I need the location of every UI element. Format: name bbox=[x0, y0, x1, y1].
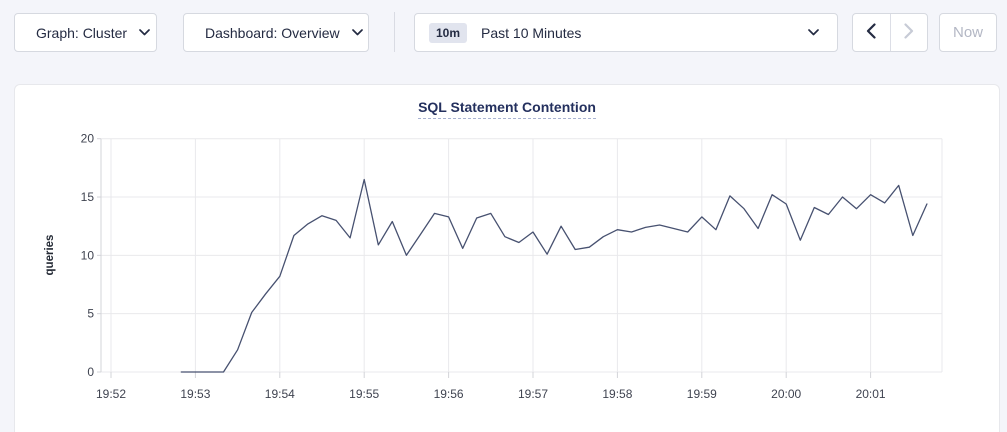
chevron-right-icon bbox=[904, 23, 914, 42]
y-tick-label: 0 bbox=[87, 365, 94, 379]
chevron-down-icon bbox=[351, 29, 363, 36]
y-tick-label: 5 bbox=[87, 307, 94, 321]
chart-panel: 0 5 10 15 20 19:52 19:53 19:54 19:55 19:56 19:57 19… bbox=[14, 84, 1000, 432]
x-tick-label: 19:53 bbox=[180, 387, 210, 401]
x-tick-label: 19:56 bbox=[434, 387, 464, 401]
prev-time-button[interactable] bbox=[853, 14, 890, 51]
data-line-series bbox=[180, 178, 928, 373]
chevron-down-icon bbox=[808, 29, 819, 36]
chart-svg: 0 5 10 15 20 19:52 19:53 19:54 19:55 19:56 19:57 19… bbox=[44, 132, 943, 401]
time-range-dropdown[interactable]: 10m Past 10 Minutes bbox=[414, 13, 838, 52]
dashboard-dropdown[interactable]: Dashboard: Overview bbox=[183, 13, 369, 52]
x-tick-label: 19:52 bbox=[96, 387, 126, 401]
chart-title[interactable]: SQL Statement Contention bbox=[418, 99, 596, 119]
y-axis-title: queries bbox=[44, 235, 56, 276]
x-tick-label: 19:54 bbox=[265, 387, 295, 401]
y-tick-label: 10 bbox=[81, 248, 95, 262]
y-tick-label: 20 bbox=[81, 132, 95, 146]
x-tick-label: 19:58 bbox=[602, 387, 632, 401]
time-range-badge: 10m bbox=[429, 22, 468, 43]
now-button-label: Now bbox=[952, 24, 983, 41]
time-range-label: Past 10 Minutes bbox=[481, 24, 582, 41]
x-tick-label: 19:59 bbox=[687, 387, 717, 401]
chevron-down-icon bbox=[139, 29, 150, 36]
toolbar: Graph: Cluster Dashboard: Overview 10m P… bbox=[0, 0, 1007, 84]
toolbar-divider bbox=[394, 12, 395, 52]
x-tick-label: 20:00 bbox=[771, 387, 801, 401]
now-button[interactable]: Now bbox=[939, 13, 997, 52]
time-step-button-group bbox=[852, 13, 928, 52]
next-time-button[interactable] bbox=[889, 14, 927, 51]
graph-dropdown-label: Graph: Cluster bbox=[36, 24, 128, 41]
x-tick-label: 19:55 bbox=[349, 387, 379, 401]
x-tick-label: 20:01 bbox=[856, 387, 886, 401]
x-tick-label: 19:57 bbox=[518, 387, 548, 401]
y-tick-label: 15 bbox=[81, 190, 95, 204]
chevron-left-icon bbox=[866, 23, 877, 42]
chart-title-row: SQL Statement Contention bbox=[15, 99, 999, 119]
graph-dropdown[interactable]: Graph: Cluster bbox=[14, 13, 157, 52]
dashboard-dropdown-label: Dashboard: Overview bbox=[205, 24, 340, 41]
